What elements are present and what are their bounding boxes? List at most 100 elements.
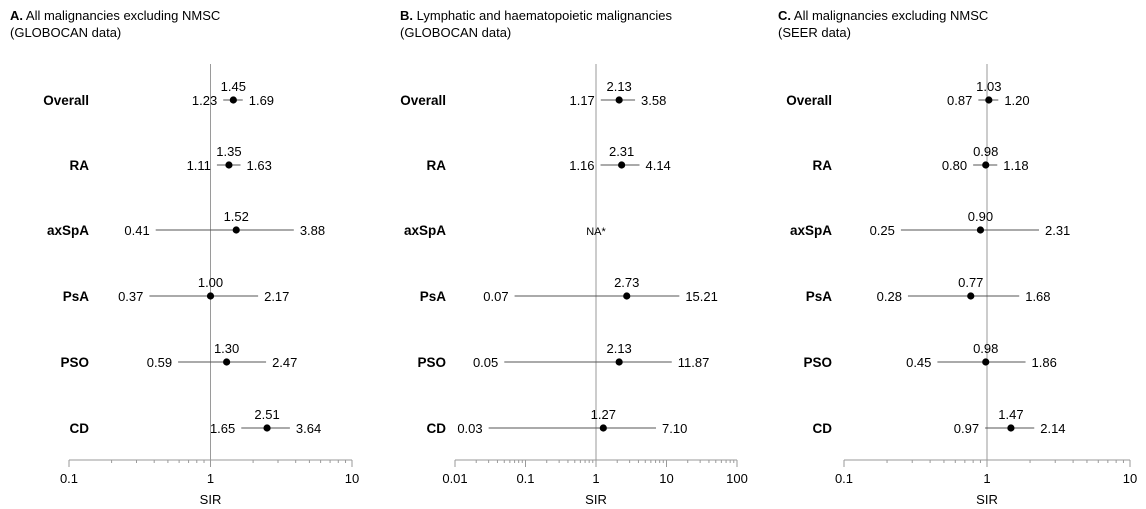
- forest-row: RA 2.31 1.16 4.14: [427, 144, 671, 173]
- ci-upper-label: 1.63: [247, 158, 272, 173]
- panel-title-text: Lymphatic and haematopoietic malignancie…: [413, 8, 672, 23]
- ci-lower-label: 0.97: [954, 421, 979, 436]
- row-label: PsA: [63, 289, 90, 304]
- estimate-point: [232, 226, 240, 234]
- estimate-point: [623, 292, 631, 300]
- estimate-label: 0.90: [968, 209, 993, 224]
- estimate-label: 1.47: [998, 407, 1023, 422]
- tick-label: 0.1: [60, 471, 78, 486]
- panel-3: C. All malignancies excluding NMSC (SEER …: [778, 8, 1137, 507]
- na-label: NA*: [586, 226, 606, 238]
- estimate-point: [967, 292, 975, 300]
- estimate-label: 1.00: [198, 275, 223, 290]
- forest-row: CD 1.47 0.97 2.14: [813, 407, 1066, 436]
- forest-row: axSpA NA*: [404, 223, 607, 238]
- row-label: PsA: [420, 289, 447, 304]
- row-label: PsA: [806, 289, 833, 304]
- row-label: CD: [813, 421, 833, 436]
- estimate-label: 2.13: [606, 341, 631, 356]
- panel-title: C. All malignancies excluding NMSC: [778, 8, 988, 23]
- forest-row: PSO 2.13 0.05 11.87: [417, 341, 709, 370]
- row-label: PSO: [60, 355, 89, 370]
- ci-lower-label: 0.59: [147, 355, 172, 370]
- panel-letter: A.: [10, 8, 23, 23]
- tick-label: 10: [659, 471, 673, 486]
- estimate-point: [615, 358, 623, 366]
- ci-lower-label: 0.41: [124, 223, 149, 238]
- forest-row: axSpA 1.52 0.41 3.88: [47, 209, 325, 238]
- estimate-point: [976, 226, 985, 234]
- forest-row: RA 0.98 0.80 1.18: [813, 144, 1029, 173]
- estimate-point: [982, 161, 990, 169]
- panel-title-text: All malignancies excluding NMSC: [23, 8, 220, 23]
- ci-lower-label: 1.23: [192, 93, 217, 108]
- estimate-label: 2.73: [614, 275, 639, 290]
- panel-subtitle: (GLOBOCAN data): [10, 25, 121, 40]
- tick-label: 10: [1123, 471, 1137, 486]
- estimate-point: [615, 96, 623, 104]
- row-label: PSO: [417, 355, 446, 370]
- tick-label: 1: [592, 471, 599, 486]
- forest-row: PSO 1.30 0.59 2.47: [60, 341, 297, 370]
- ci-lower-label: 0.28: [877, 289, 902, 304]
- row-label: axSpA: [47, 223, 89, 238]
- row-label: PSO: [803, 355, 832, 370]
- ci-upper-label: 1.20: [1004, 93, 1029, 108]
- panel-subtitle: (GLOBOCAN data): [400, 25, 511, 40]
- ci-lower-label: 0.37: [118, 289, 143, 304]
- estimate-point: [1007, 424, 1015, 432]
- x-axis-label: SIR: [585, 492, 607, 507]
- panel-2: B. Lymphatic and haematopoietic malignan…: [400, 8, 748, 507]
- ci-upper-label: 3.88: [300, 223, 325, 238]
- estimate-label: 1.35: [216, 144, 241, 159]
- ci-lower-label: 0.45: [906, 355, 931, 370]
- tick-label: 100: [726, 471, 748, 486]
- estimate-label: 0.98: [973, 341, 998, 356]
- forest-row: PsA 1.00 0.37 2.17: [63, 275, 290, 304]
- estimate-point: [982, 358, 990, 366]
- ci-upper-label: 2.31: [1045, 223, 1070, 238]
- row-label: RA: [427, 158, 447, 173]
- ci-upper-label: 3.58: [641, 93, 666, 108]
- row-label: Overall: [400, 93, 446, 108]
- estimate-label: 1.45: [221, 79, 246, 94]
- ci-upper-label: 1.18: [1003, 158, 1028, 173]
- x-axis-label: SIR: [976, 492, 998, 507]
- panel-title: A. All malignancies excluding NMSC: [10, 8, 220, 23]
- tick-label: 0.1: [835, 471, 853, 486]
- estimate-point: [599, 424, 607, 432]
- ci-lower-label: 0.07: [483, 289, 508, 304]
- forest-row: CD 1.27 0.03 7.10: [427, 407, 688, 436]
- forest-row: CD 2.51 1.65 3.64: [70, 407, 322, 436]
- estimate-label: 0.98: [973, 144, 998, 159]
- estimate-point: [225, 161, 233, 169]
- ci-lower-label: 0.80: [942, 158, 967, 173]
- tick-label: 0.01: [442, 471, 467, 486]
- forest-row: Overall 1.03 0.87 1.20: [786, 79, 1029, 108]
- ci-lower-label: 1.11: [187, 158, 211, 173]
- ci-upper-label: 1.69: [249, 93, 274, 108]
- ci-upper-label: 7.10: [662, 421, 687, 436]
- ci-upper-label: 2.47: [272, 355, 297, 370]
- ci-upper-label: 2.17: [264, 289, 289, 304]
- x-axis-label: SIR: [200, 492, 222, 507]
- estimate-label: 1.52: [224, 209, 249, 224]
- ci-upper-label: 2.14: [1040, 421, 1065, 436]
- ci-upper-label: 4.14: [645, 158, 670, 173]
- ci-lower-label: 0.05: [473, 355, 498, 370]
- ci-upper-label: 3.64: [296, 421, 321, 436]
- panel-title-text: All malignancies excluding NMSC: [791, 8, 988, 23]
- forest-row: axSpA 0.90 0.25 2.31: [790, 209, 1070, 238]
- tick-label: 1: [983, 471, 990, 486]
- row-label: CD: [427, 421, 447, 436]
- estimate-label: 0.77: [958, 275, 983, 290]
- estimate-label: 1.27: [591, 407, 616, 422]
- estimate-point: [206, 292, 215, 300]
- panel-1: A. All malignancies excluding NMSC (GLOBO…: [10, 8, 359, 507]
- tick-label: 1: [207, 471, 214, 486]
- forest-row: Overall 1.45 1.23 1.69: [43, 79, 274, 108]
- ci-upper-label: 15.21: [685, 289, 718, 304]
- row-label: CD: [70, 421, 90, 436]
- forest-row: RA 1.35 1.11 1.63: [70, 144, 272, 173]
